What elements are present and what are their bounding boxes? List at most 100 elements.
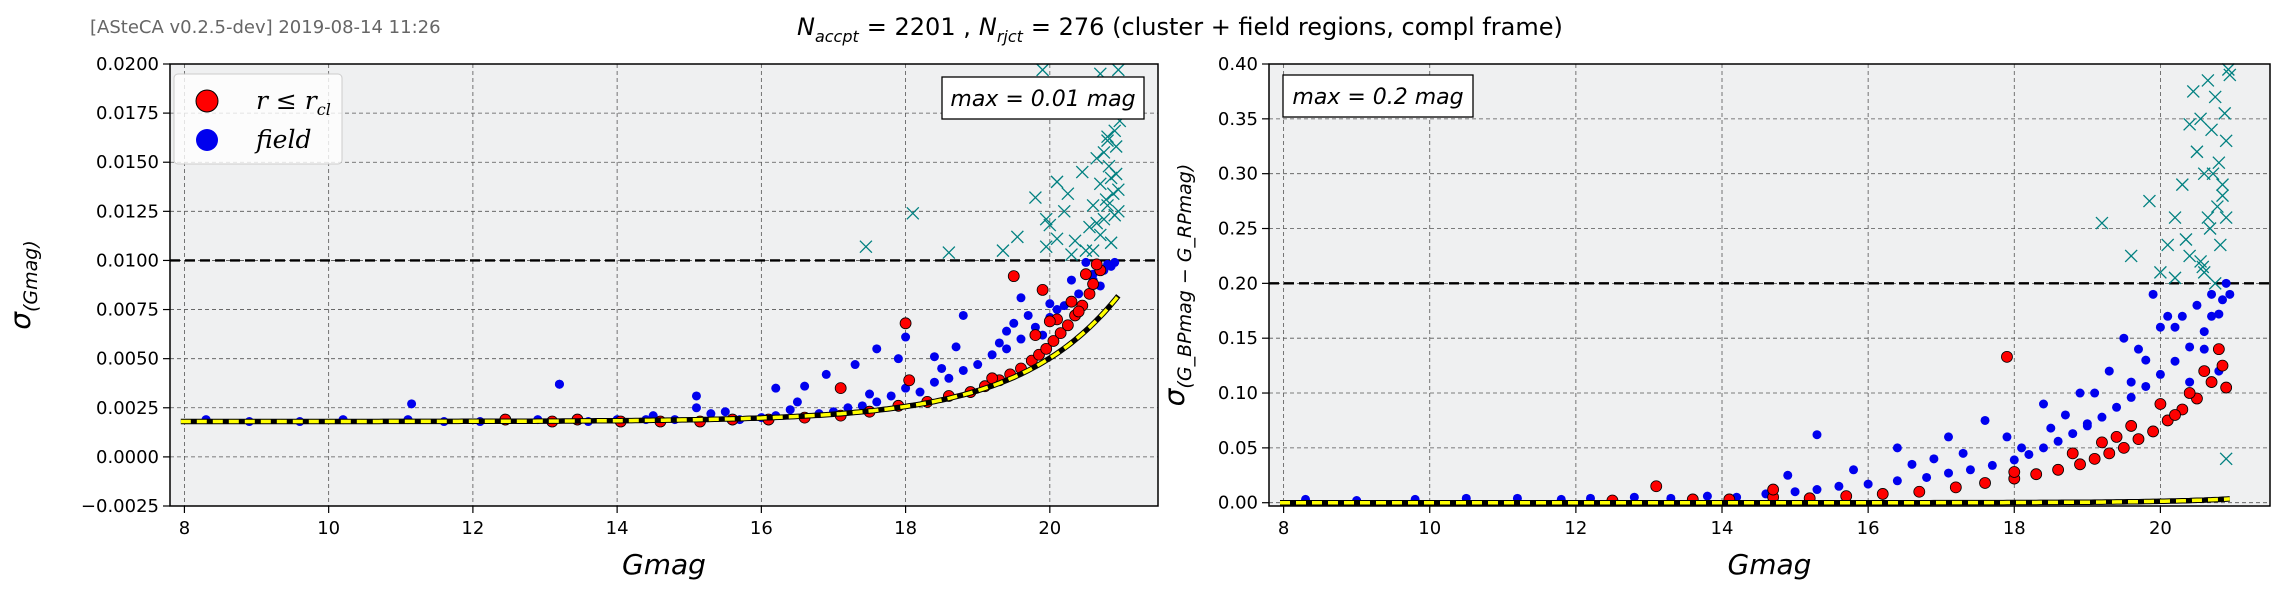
rejected-point bbox=[1086, 198, 1100, 212]
rejected-point bbox=[1108, 124, 1122, 138]
field-point bbox=[706, 409, 716, 419]
field-point bbox=[2133, 344, 2143, 354]
field-point bbox=[554, 379, 564, 389]
rejected-point bbox=[1106, 187, 1120, 201]
field-point bbox=[1965, 465, 1975, 475]
rejected-point bbox=[1090, 216, 1104, 230]
field-point bbox=[951, 342, 961, 352]
field-point bbox=[929, 377, 939, 387]
axes-frame bbox=[1268, 63, 2271, 507]
field-point bbox=[1783, 470, 1793, 480]
rejected-point bbox=[2208, 90, 2222, 104]
cluster-point bbox=[2220, 381, 2233, 394]
cluster-point bbox=[1029, 329, 1042, 341]
rejected-point bbox=[1036, 63, 1050, 77]
rejected-point bbox=[996, 244, 1010, 258]
rejected-point bbox=[1039, 212, 1053, 226]
field-point bbox=[857, 401, 867, 411]
field-point bbox=[800, 381, 810, 391]
cluster-point bbox=[1054, 327, 1067, 340]
cluster-point bbox=[834, 382, 847, 395]
rejected-point bbox=[1097, 145, 1111, 159]
cluster-point bbox=[2110, 431, 2123, 443]
y-axis-label: σ(G_BPmag − G_RPmag) bbox=[1158, 164, 1196, 407]
field-point bbox=[691, 403, 701, 413]
field-point bbox=[1016, 334, 1026, 344]
field-point bbox=[1958, 448, 1968, 458]
rejected-point bbox=[2221, 63, 2235, 76]
field-point bbox=[2060, 410, 2070, 420]
rejected-point bbox=[1050, 175, 1064, 189]
rejected-point bbox=[1093, 177, 1107, 191]
rejected-point bbox=[2190, 145, 2204, 159]
x-axis-label: Gmag bbox=[1728, 548, 1812, 581]
y-tick-label: 0.0175 bbox=[96, 103, 159, 124]
field-point bbox=[893, 354, 903, 364]
y-tick-label: 0.0150 bbox=[96, 152, 159, 173]
field-point bbox=[886, 391, 896, 401]
y-tick-label: 0.05 bbox=[1218, 438, 1258, 459]
y-tick-label: 0.10 bbox=[1218, 383, 1258, 404]
rejected-point bbox=[1075, 165, 1089, 179]
x-tick-label: 16 bbox=[1857, 518, 1880, 539]
field-point bbox=[1812, 485, 1822, 495]
field-point bbox=[2009, 455, 2019, 465]
cluster-point bbox=[2132, 433, 2145, 445]
cluster-point bbox=[1767, 483, 1780, 496]
x-tick-label: 8 bbox=[179, 518, 190, 539]
y-tick-label: 0.15 bbox=[1218, 328, 1258, 349]
rejected-point bbox=[2212, 156, 2226, 170]
field-point bbox=[865, 389, 875, 399]
cluster-point bbox=[1072, 305, 1085, 318]
x-tick-label: 10 bbox=[317, 518, 340, 539]
cluster-point bbox=[2183, 387, 2196, 399]
rejected-point bbox=[2161, 238, 2175, 252]
cluster-point bbox=[1036, 284, 1049, 296]
field-point bbox=[2097, 412, 2107, 422]
left-axes: 8 10 12 14 16 18 20 −0.0025 0.0000 0.0025 0.0050 0.… bbox=[4, 54, 1159, 581]
y-tick-label: 0.0000 bbox=[96, 447, 159, 468]
rejected-point bbox=[1093, 228, 1107, 242]
field-point bbox=[1052, 305, 1062, 315]
rejected-point bbox=[1090, 151, 1104, 165]
legend-cluster-marker bbox=[195, 89, 219, 113]
legend-cluster-sub: cl bbox=[317, 100, 331, 119]
x-tick-label: 18 bbox=[2003, 518, 2026, 539]
rejected-point bbox=[1109, 167, 1123, 181]
field-point bbox=[2090, 388, 2100, 398]
cluster-point bbox=[2147, 425, 2159, 438]
field-point bbox=[691, 391, 701, 401]
field-point bbox=[2053, 436, 2063, 446]
field-point bbox=[2214, 309, 2224, 319]
y-tick-label: 0.0025 bbox=[96, 398, 159, 419]
rejected-point bbox=[1068, 234, 1082, 248]
field-point bbox=[2024, 449, 2034, 459]
field-point bbox=[1863, 479, 1873, 489]
rejected-point bbox=[1079, 244, 1093, 258]
field-point bbox=[1929, 454, 1939, 464]
field-point bbox=[2199, 344, 2209, 354]
field-point bbox=[1009, 318, 1019, 328]
right-max-box-frame bbox=[1282, 74, 1474, 118]
y-tick-label: 0.0125 bbox=[96, 201, 159, 222]
rejected-point bbox=[942, 246, 956, 260]
cluster-point bbox=[2074, 458, 2086, 471]
field-point bbox=[407, 399, 417, 409]
field-point bbox=[2104, 366, 2114, 376]
legend-field-label: field bbox=[254, 125, 311, 154]
field-point bbox=[2068, 429, 2078, 439]
field-point bbox=[2185, 377, 2195, 387]
field-point bbox=[1944, 432, 1954, 442]
cluster-point bbox=[2117, 441, 2130, 454]
field-point bbox=[821, 369, 831, 379]
rejected-point bbox=[1050, 232, 1064, 246]
y-axis-symbol: σ bbox=[1158, 387, 1191, 406]
title-rejected-value: = 276 (cluster + field regions, compl fr… bbox=[1031, 13, 1563, 41]
field-point bbox=[2038, 399, 2048, 409]
rejected-point bbox=[1061, 187, 1075, 201]
rejected-point bbox=[2095, 216, 2109, 230]
right-max-box: max = 0.2 mag bbox=[1282, 74, 1474, 118]
field-point bbox=[2225, 289, 2235, 299]
rejected-point bbox=[2142, 194, 2156, 208]
